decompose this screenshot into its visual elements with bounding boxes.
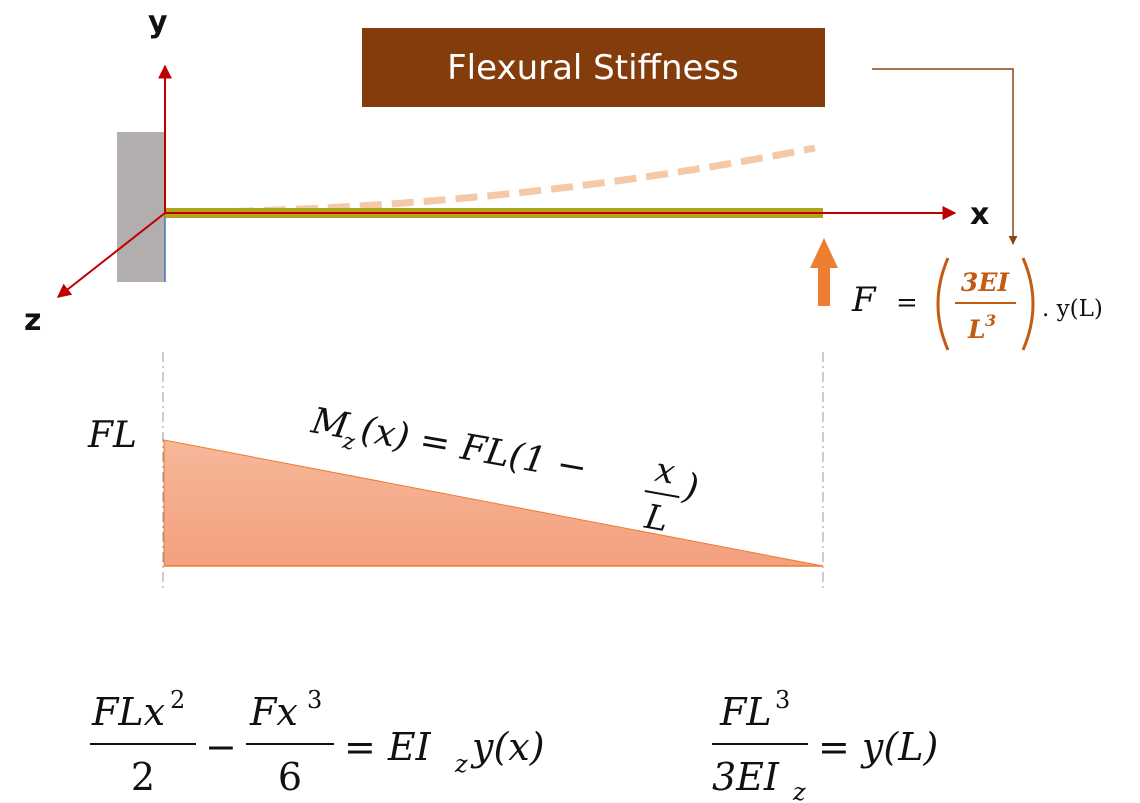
t2-den: 6 (278, 755, 302, 799)
moment-frac-bar (644, 490, 680, 499)
flexural-stiffness-banner (362, 28, 825, 107)
tip-deflection-equation: FL 3 3EI z = y(L) (712, 686, 938, 803)
rhs-sub: z (454, 750, 468, 778)
t1-num-exp: 2 (170, 686, 185, 714)
t2-num: Fx (249, 690, 298, 734)
force-tail: . y(L) (1042, 296, 1103, 322)
r-rhs: = y(L) (818, 725, 938, 769)
t2-num-exp: 3 (307, 686, 322, 714)
t1-den: 2 (131, 755, 155, 799)
r-den: 3EI (712, 755, 780, 799)
moment-frac-den: L (641, 497, 671, 540)
deflection-curve (167, 144, 816, 217)
x-axis-label: x (970, 197, 989, 232)
z-axis (56, 212, 166, 298)
paren-left (936, 257, 950, 351)
r-num: FL (719, 690, 772, 734)
force-arrow-icon (810, 238, 838, 306)
force-denominator-exp: 3 (985, 311, 996, 330)
r-num-exp: 3 (775, 686, 790, 714)
banner-leader-line (872, 68, 1018, 245)
rhs-a: = EI (344, 725, 432, 769)
banner-title: Flexural Stiffness (447, 48, 739, 88)
z-axis-label: z (24, 303, 41, 338)
deflection-equation: FLx 2 2 − Fx 3 6 = EI z y(x) (90, 686, 545, 799)
y-axis-label: y (148, 5, 168, 40)
r-den-sub: z (792, 778, 806, 803)
force-equals: = (896, 288, 918, 318)
minus-sign: − (205, 725, 237, 769)
moment-m: M (307, 400, 353, 447)
paren-right (1021, 257, 1035, 351)
force-numerator: 3EI (961, 268, 1010, 297)
moment-frac-num: x (652, 450, 678, 493)
moment-mid: (x) = FL(1 − (358, 409, 591, 489)
t1-num: FLx (91, 690, 165, 734)
moment-close: ) (680, 466, 702, 509)
moment-sub: z (340, 429, 357, 456)
force-lhs: F (851, 280, 877, 320)
rhs-b: y(x) (470, 725, 545, 769)
force-denominator: L (967, 315, 986, 344)
force-formula: F = 3EI L 3 . y(L) (851, 257, 1103, 351)
fixed-wall (117, 132, 165, 282)
fl-label: FL (87, 415, 137, 456)
